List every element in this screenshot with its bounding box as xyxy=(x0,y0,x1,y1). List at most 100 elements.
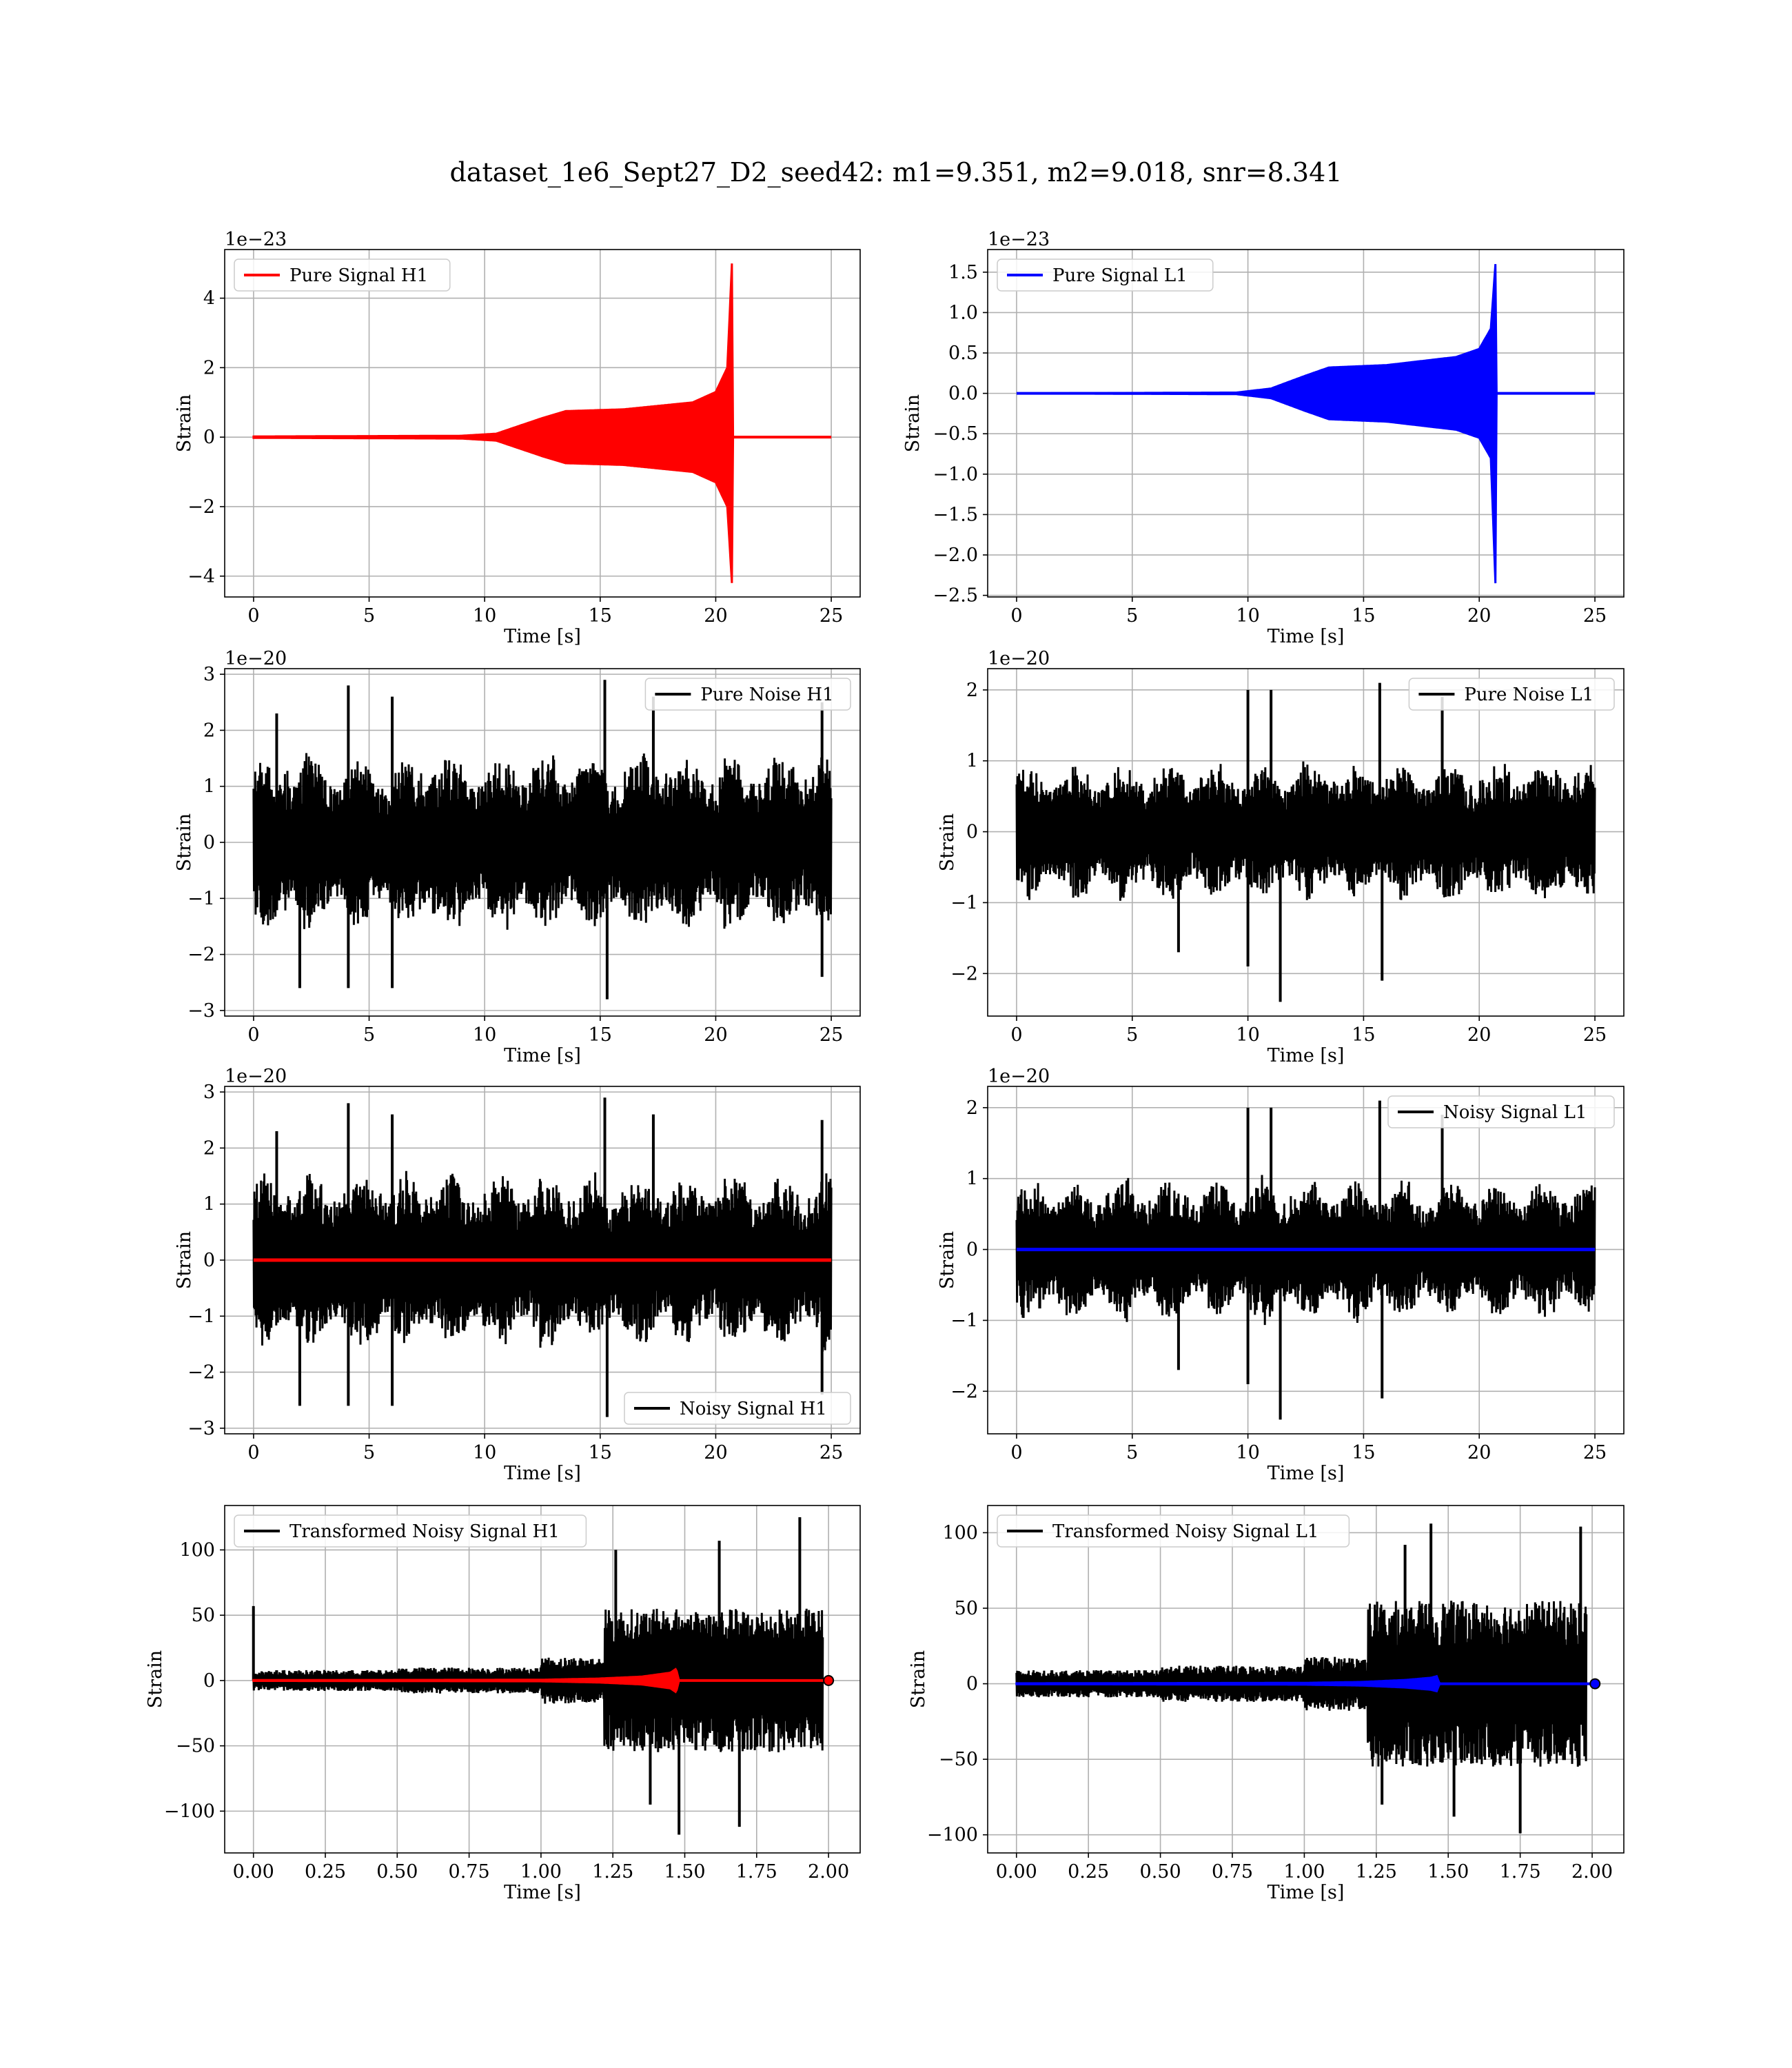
series-line-pure-signal-l1-0 xyxy=(1017,263,1595,584)
x-tick-label: 15 xyxy=(589,1024,612,1046)
axes-frame xyxy=(224,249,861,598)
chart-panel-noisy-signal-h1: 0 5 10 15 20 25 −3 −2 −1 0 1 2 3 1e−20 Time [s] Strain N… xyxy=(174,1066,861,1484)
axes-frame xyxy=(987,1086,1625,1435)
y-tick-label: 3 xyxy=(203,1082,215,1103)
axes-frame xyxy=(224,1505,861,1854)
x-tick-label: 25 xyxy=(819,605,843,627)
y-tick-label: 0 xyxy=(203,1670,215,1692)
y-tick-label: −2.5 xyxy=(933,585,978,607)
x-tick-label: 1.00 xyxy=(520,1861,562,1883)
plot-area xyxy=(1015,682,1596,1002)
y-tick-label: 50 xyxy=(192,1605,215,1626)
x-tick-label: 15 xyxy=(1352,605,1375,627)
x-tick-label: 0.00 xyxy=(996,1861,1037,1883)
chart-panel-pure-signal-h1: 0 5 10 15 20 25 −4 −2 0 2 4 1e−23 Time [s] Strain Pure… xyxy=(174,229,861,647)
y-tick-label: −1.5 xyxy=(933,504,978,525)
legend: Pure Noise L1 xyxy=(1408,678,1615,711)
figure-title: dataset_1e6_Sept27_D2_seed42: m1=9.351, … xyxy=(449,157,1343,187)
legend-label: Transformed Noisy Signal H1 xyxy=(289,1521,560,1542)
legend-box xyxy=(997,258,1214,292)
legend-box xyxy=(234,1514,587,1548)
series-line-pure-signal-h1-0 xyxy=(252,263,832,583)
y-tick-label: 0 xyxy=(203,1250,215,1271)
axis-offset-text: 1e−20 xyxy=(988,648,1050,669)
axis-offset-text: 1e−23 xyxy=(988,229,1050,250)
x-tick-label: 5 xyxy=(1126,1024,1138,1046)
series-line-noisy-signal-l1-0 xyxy=(1015,1175,1596,1326)
series-line-pure-noise-l1-0 xyxy=(1015,761,1596,901)
x-tick-label: 0.75 xyxy=(449,1861,490,1883)
axes-frame xyxy=(987,668,1625,1017)
x-tick-label: 0.75 xyxy=(1212,1861,1253,1883)
y-tick-label: −100 xyxy=(927,1825,978,1846)
x-tick-label: 1.75 xyxy=(1500,1861,1541,1883)
legend-label: Noisy Signal L1 xyxy=(1443,1102,1587,1123)
x-tick-label: 5 xyxy=(363,1442,375,1463)
x-tick-label: 0.25 xyxy=(305,1861,346,1883)
y-tick-label: −2 xyxy=(950,1381,978,1402)
x-tick-label: 0 xyxy=(247,1024,259,1046)
x-tick-label: 1.00 xyxy=(1283,1861,1325,1883)
plot-area xyxy=(1015,1100,1596,1420)
plot-area xyxy=(252,680,833,1000)
x-tick-label: 20 xyxy=(1467,605,1491,627)
y-tick-label: −3 xyxy=(187,1418,215,1439)
y-axis-label: Strain xyxy=(174,813,195,871)
x-tick-label: 0 xyxy=(1010,1442,1022,1463)
x-tick-label: 2.00 xyxy=(808,1861,849,1883)
plot-area xyxy=(252,1517,835,1835)
y-tick-label: −2 xyxy=(187,1362,215,1383)
x-tick-label: 5 xyxy=(363,605,375,627)
x-tick-label: 0 xyxy=(1010,605,1022,627)
x-axis-label: Time [s] xyxy=(1267,626,1345,647)
x-tick-label: 10 xyxy=(1236,1442,1259,1463)
y-tick-label: 2 xyxy=(203,357,215,378)
legend-box xyxy=(1408,678,1615,711)
y-tick-label: 2 xyxy=(966,680,978,701)
series-line-noisy-signal-h1-0 xyxy=(252,1170,833,1352)
x-tick-label: 25 xyxy=(1583,1024,1607,1046)
x-tick-label: 10 xyxy=(473,1024,496,1046)
legend-label: Pure Signal H1 xyxy=(289,265,428,286)
y-axis-label: Strain xyxy=(174,394,195,452)
y-tick-label: 0.5 xyxy=(948,343,978,364)
chart-panel-transformed-noisy-signal-l1: 0.00 0.25 0.50 0.75 1.00 1.25 1.50 1.75 2.00 −100… xyxy=(908,1505,1625,1903)
x-tick-label: 15 xyxy=(589,605,612,627)
x-axis-label: Time [s] xyxy=(1267,1045,1345,1066)
y-tick-label: 1 xyxy=(966,1168,978,1190)
x-tick-label: 0 xyxy=(247,605,259,627)
legend-box xyxy=(644,678,851,711)
x-tick-label: 0.25 xyxy=(1068,1861,1109,1883)
y-tick-label: −3 xyxy=(187,1000,215,1022)
y-axis-label: Strain xyxy=(908,1650,929,1708)
x-tick-label: 25 xyxy=(1583,605,1607,627)
y-tick-label: −2 xyxy=(187,496,215,518)
y-tick-label: 0 xyxy=(203,832,215,853)
y-tick-label: 1 xyxy=(203,776,215,798)
x-tick-label: 5 xyxy=(1126,1442,1138,1463)
x-tick-label: 10 xyxy=(1236,605,1259,627)
plot-area xyxy=(1015,1523,1601,1834)
y-tick-label: −2 xyxy=(950,963,978,984)
axis-offset-text: 1e−20 xyxy=(988,1066,1050,1087)
series-line-transformed-noisy-signal-h1-1-end-marker xyxy=(823,1674,835,1686)
legend-label: Pure Signal L1 xyxy=(1052,265,1188,286)
chart-panel-transformed-noisy-signal-h1: 0.00 0.25 0.50 0.75 1.00 1.25 1.50 1.75 2.00 −100… xyxy=(145,1505,861,1903)
legend-box xyxy=(234,258,451,292)
y-tick-label: −50 xyxy=(939,1749,978,1770)
y-tick-label: −4 xyxy=(187,566,215,587)
x-tick-label: 20 xyxy=(704,605,727,627)
y-axis-label: Strain xyxy=(145,1650,166,1708)
x-tick-label: 0.50 xyxy=(376,1861,418,1883)
legend: Pure Signal H1 xyxy=(234,258,451,292)
series-line-transformed-noisy-signal-l1-1-end-marker xyxy=(1589,1678,1601,1690)
y-tick-label: −1 xyxy=(187,1306,215,1327)
y-tick-label: 1.0 xyxy=(948,302,978,323)
chart-panel-noisy-signal-l1: 0 5 10 15 20 25 −2 −1 0 1 2 1e−20 Time [s] Strain Nois… xyxy=(937,1066,1625,1484)
y-tick-label: −1.0 xyxy=(933,464,978,485)
y-tick-label: 2 xyxy=(203,720,215,741)
legend: Pure Noise H1 xyxy=(644,678,851,711)
x-tick-label: 15 xyxy=(589,1442,612,1463)
y-tick-label: 1 xyxy=(966,751,978,772)
x-tick-label: 1.50 xyxy=(1427,1861,1469,1883)
